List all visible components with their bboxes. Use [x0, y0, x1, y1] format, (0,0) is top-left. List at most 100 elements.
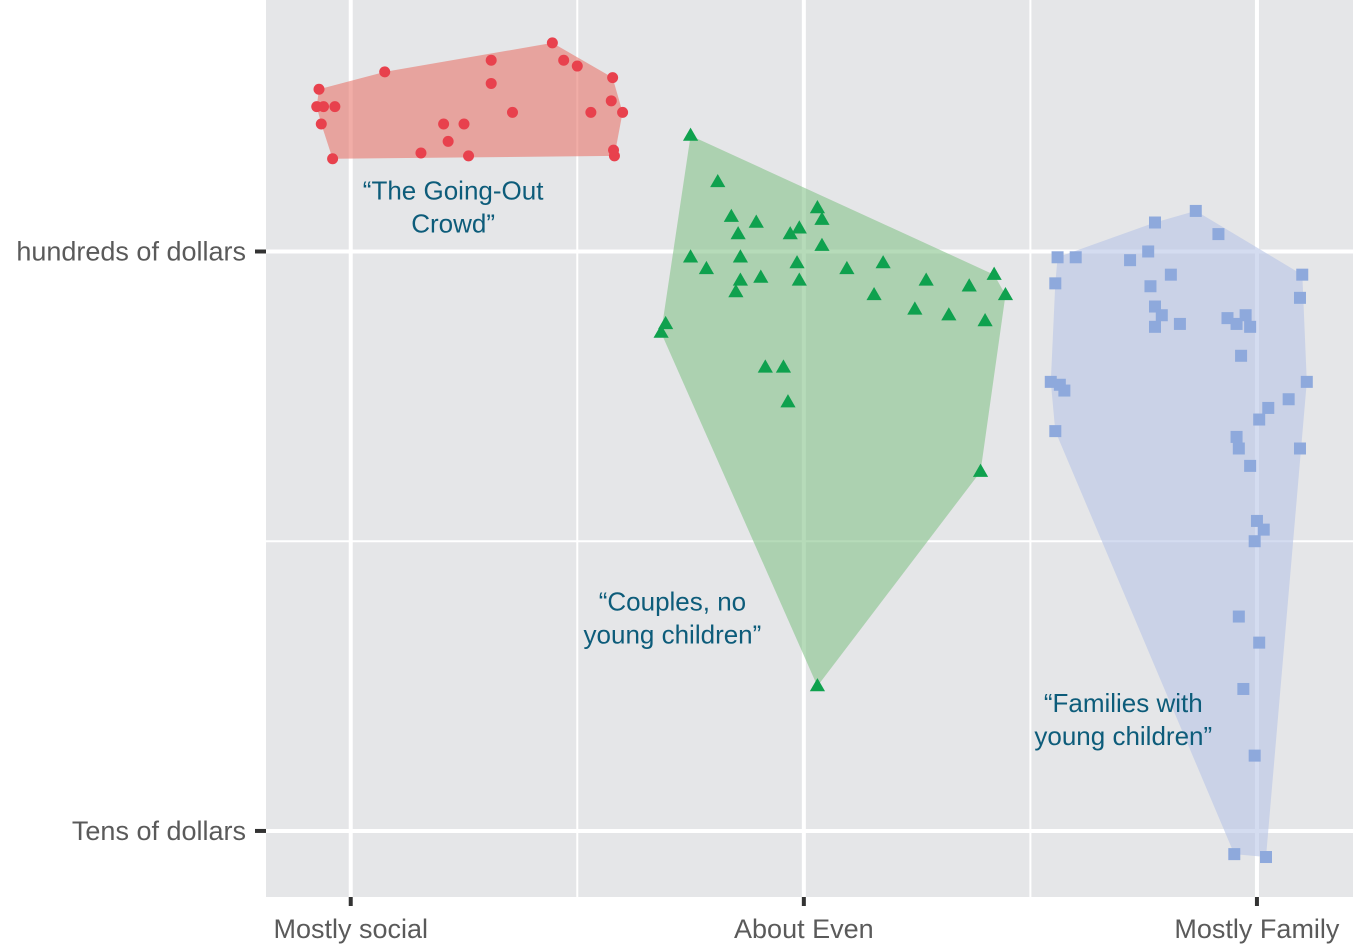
data-point-square: [1293, 442, 1306, 455]
cluster-annotation-0: “The Going-Out Crowd”: [363, 175, 544, 238]
annotation-line: young children”: [1034, 721, 1212, 751]
data-point-triangle: [814, 237, 830, 251]
cluster-hull-1: [661, 135, 1006, 687]
data-point-triangle: [918, 272, 934, 286]
data-point-square: [1282, 393, 1295, 406]
data-point-triangle: [753, 269, 769, 283]
data-point-square: [1144, 280, 1157, 293]
data-point-square: [1300, 375, 1313, 388]
data-point-triangle: [782, 226, 798, 240]
data-point-triangle: [997, 286, 1014, 301]
data-point-circle: [607, 72, 619, 84]
data-point-circle: [329, 101, 341, 113]
data-point-circle: [605, 95, 617, 107]
data-points: [311, 37, 1313, 864]
data-point-triangle: [780, 394, 796, 408]
data-point-square: [1164, 268, 1177, 281]
data-point-square: [1248, 535, 1261, 548]
data-point-square: [1230, 430, 1243, 443]
data-point-square: [1253, 413, 1266, 426]
data-point-square: [1237, 682, 1250, 695]
data-point-triangle: [866, 286, 882, 301]
data-point-square: [1260, 851, 1273, 864]
cluster-annotations: “The Going-Out Crowd”“Couples, no young ch…: [363, 175, 1212, 751]
cluster-hulls: [316, 42, 1307, 857]
data-point-circle: [438, 118, 450, 130]
cluster-annotation-2: “Families with young children”: [1034, 688, 1212, 751]
data-point-square: [1124, 254, 1137, 267]
data-point-square: [1155, 309, 1168, 322]
data-point-square: [1232, 442, 1245, 455]
data-point-triangle: [986, 266, 1002, 280]
data-point-circle: [463, 150, 475, 162]
data-point-triangle: [972, 463, 989, 477]
data-point-circle: [458, 118, 470, 130]
data-point-square: [1232, 610, 1245, 623]
data-point-triangle: [961, 278, 977, 292]
annotation-line: “The Going-Out: [363, 175, 544, 205]
data-point-circle: [558, 54, 570, 66]
data-point-circle: [585, 106, 597, 118]
data-point-triangle: [748, 214, 764, 228]
data-point-triangle: [977, 313, 993, 327]
annotation-line: “Couples, no: [599, 587, 746, 617]
data-point-square: [1253, 636, 1266, 649]
data-point-triangle: [730, 226, 746, 240]
data-point-triangle: [757, 359, 773, 373]
data-point-circle: [415, 147, 427, 159]
data-point-triangle: [809, 200, 826, 214]
data-point-triangle: [682, 249, 699, 263]
cluster-hull-0: [316, 42, 623, 159]
data-point-triangle: [728, 284, 744, 298]
y-tick-label: Tens of dollars: [72, 816, 246, 846]
data-point-triangle: [732, 249, 749, 263]
data-point-square: [1239, 309, 1252, 322]
annotation-line: Crowd”: [411, 208, 495, 238]
data-point-square: [1051, 251, 1064, 264]
annotation-line: young children”: [584, 620, 762, 650]
data-point-triangle: [875, 255, 891, 269]
data-point-square: [1148, 216, 1161, 229]
data-point-circle: [485, 54, 497, 66]
data-point-square: [1142, 245, 1155, 258]
data-point-circle: [617, 106, 629, 118]
data-point-triangle: [839, 260, 855, 275]
data-point-square: [1049, 277, 1062, 290]
annotation-line: “Families with: [1044, 688, 1203, 718]
data-point-circle: [379, 66, 391, 78]
data-point-circle: [571, 60, 583, 72]
data-point-triangle: [658, 315, 674, 330]
x-tick-label: Mostly Family: [1174, 914, 1340, 944]
data-point-triangle: [710, 173, 726, 188]
data-point-circle: [315, 118, 327, 130]
data-point-circle: [608, 144, 620, 156]
cluster-annotation-1: “Couples, no young children”: [584, 587, 762, 650]
data-point-triangle: [732, 272, 749, 286]
data-point-square: [1230, 317, 1243, 330]
data-point-triangle: [809, 678, 826, 692]
data-point-square: [1044, 375, 1057, 388]
data-point-square: [1262, 401, 1275, 414]
data-point-triangle: [907, 301, 923, 315]
data-point-circle: [313, 83, 325, 95]
data-point-square: [1049, 425, 1062, 438]
data-point-triangle: [653, 324, 669, 338]
data-point-square: [1069, 251, 1082, 264]
data-point-circle: [485, 77, 497, 89]
data-point-square: [1235, 349, 1248, 362]
data-point-square: [1244, 459, 1257, 472]
data-point-circle: [318, 101, 330, 113]
data-point-circle: [327, 153, 339, 165]
data-point-triangle: [814, 211, 830, 225]
data-point-triangle: [941, 307, 957, 321]
data-point-triangle: [775, 359, 792, 373]
data-point-square: [1148, 320, 1161, 333]
data-point-triangle: [791, 220, 807, 234]
data-point-square: [1244, 320, 1257, 333]
data-point-triangle: [791, 272, 807, 286]
data-point-square: [1293, 291, 1306, 304]
data-point-square: [1221, 312, 1234, 325]
data-point-triangle: [723, 208, 739, 222]
data-point-square: [1228, 848, 1241, 861]
